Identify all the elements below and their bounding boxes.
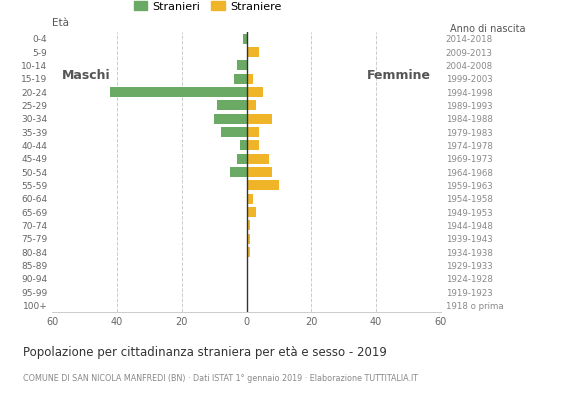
Text: Età: Età xyxy=(52,18,69,28)
Bar xyxy=(237,154,246,164)
Bar xyxy=(246,180,279,190)
Bar xyxy=(246,234,250,244)
Bar xyxy=(246,74,253,84)
Text: COMUNE DI SAN NICOLA MANFREDI (BN) · Dati ISTAT 1° gennaio 2019 · Elaborazione T: COMUNE DI SAN NICOLA MANFREDI (BN) · Dat… xyxy=(23,374,418,383)
Bar xyxy=(246,247,250,257)
Bar xyxy=(220,127,246,137)
Bar xyxy=(218,100,246,110)
Bar xyxy=(234,74,246,84)
Bar xyxy=(246,100,256,110)
Bar xyxy=(246,167,273,177)
Bar xyxy=(246,220,250,230)
Text: Popolazione per cittadinanza straniera per età e sesso - 2019: Popolazione per cittadinanza straniera p… xyxy=(23,346,387,359)
Bar xyxy=(246,207,256,217)
Text: Anno di nascita: Anno di nascita xyxy=(450,24,525,34)
Bar xyxy=(246,127,259,137)
Bar xyxy=(246,140,259,150)
Bar xyxy=(243,34,246,44)
Bar xyxy=(246,194,253,204)
Bar xyxy=(246,47,259,57)
Bar xyxy=(214,114,246,124)
Bar xyxy=(237,60,246,70)
Text: Femmine: Femmine xyxy=(367,69,431,82)
Bar xyxy=(110,87,246,97)
Bar xyxy=(246,154,269,164)
Bar xyxy=(246,87,263,97)
Legend: Stranieri, Straniere: Stranieri, Straniere xyxy=(133,1,282,12)
Bar xyxy=(230,167,246,177)
Bar xyxy=(240,140,246,150)
Text: Maschi: Maschi xyxy=(62,69,111,82)
Bar xyxy=(246,114,273,124)
